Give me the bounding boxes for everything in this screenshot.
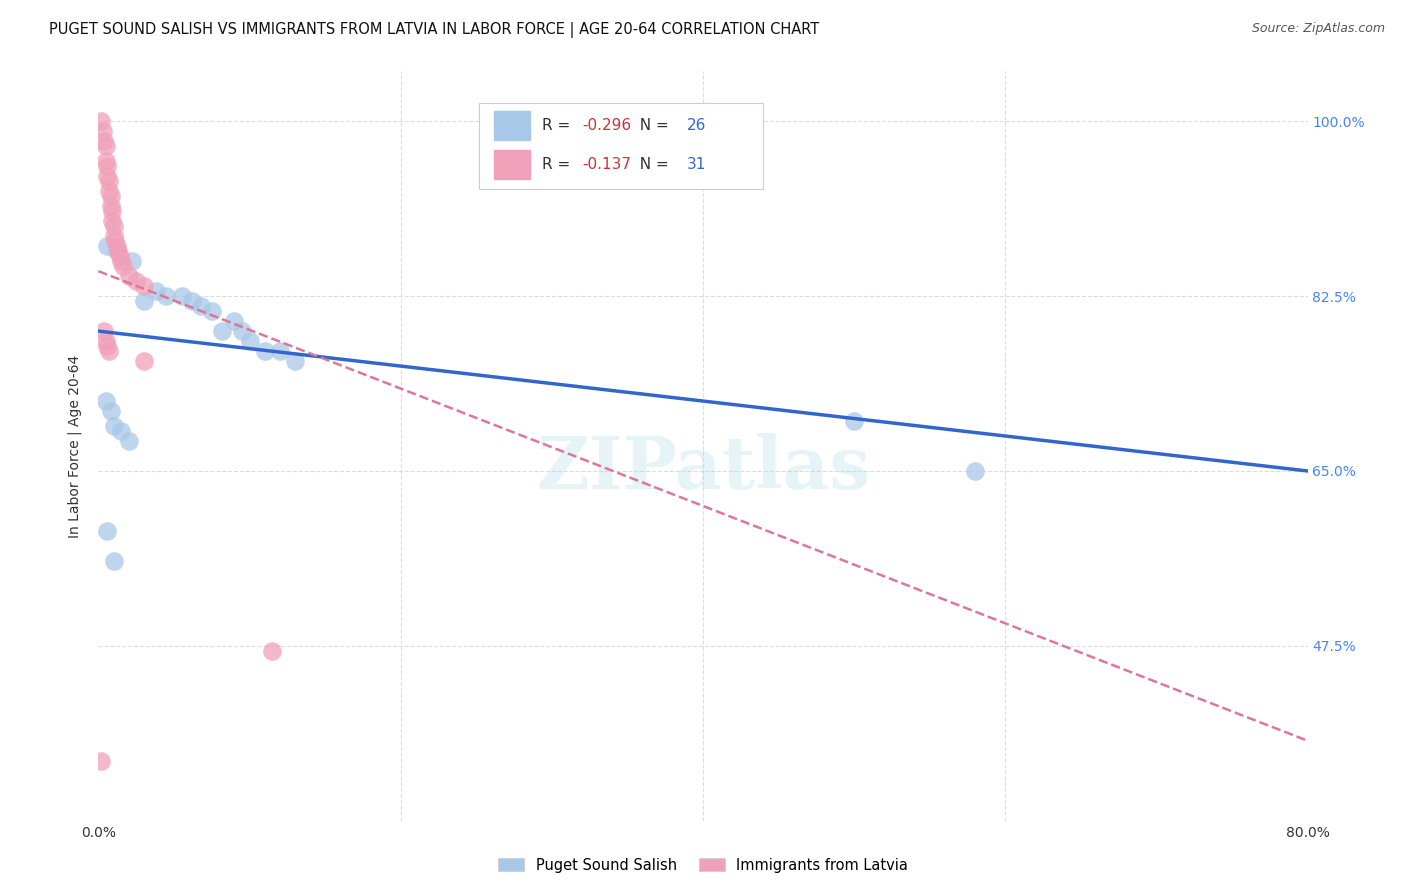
Point — [110, 254, 132, 268]
Point — [91, 124, 114, 138]
Point — [96, 169, 118, 184]
Point — [100, 199, 122, 213]
Point — [98, 184, 121, 198]
Point — [96, 524, 118, 538]
Point — [104, 234, 127, 248]
Text: 26: 26 — [688, 118, 707, 133]
Point — [190, 299, 212, 313]
Point — [262, 644, 284, 658]
Point — [93, 324, 115, 338]
Text: N =: N = — [630, 118, 673, 133]
Point — [224, 314, 246, 328]
Point — [170, 289, 193, 303]
Point — [125, 274, 148, 288]
Point — [118, 434, 141, 448]
Point — [90, 114, 112, 128]
Text: R =: R = — [543, 157, 575, 172]
Point — [90, 754, 112, 768]
Point — [94, 334, 117, 348]
Point — [103, 219, 125, 234]
Point — [103, 229, 125, 244]
Point — [103, 419, 125, 434]
Point — [100, 404, 122, 418]
Point — [284, 354, 307, 368]
Point — [101, 214, 124, 228]
Point — [121, 254, 143, 268]
Point — [132, 294, 155, 309]
Point — [96, 159, 118, 173]
Text: 31: 31 — [688, 157, 707, 172]
Point — [253, 344, 276, 359]
Point — [94, 139, 117, 153]
Point — [105, 239, 128, 253]
Point — [101, 204, 124, 219]
Point — [98, 174, 121, 188]
Point — [132, 354, 155, 368]
Point — [844, 414, 866, 428]
Point — [94, 394, 117, 409]
Y-axis label: In Labor Force | Age 20-64: In Labor Force | Age 20-64 — [67, 354, 83, 538]
FancyBboxPatch shape — [479, 103, 763, 189]
Point — [103, 554, 125, 568]
Point — [98, 344, 121, 359]
Point — [94, 154, 117, 169]
Point — [110, 424, 132, 438]
Point — [132, 279, 155, 293]
Text: N =: N = — [630, 157, 673, 172]
Point — [965, 464, 987, 478]
Text: R =: R = — [543, 118, 575, 133]
Point — [105, 244, 128, 259]
Point — [145, 284, 167, 298]
Point — [211, 324, 233, 338]
Point — [181, 294, 204, 309]
Text: ZIPatlas: ZIPatlas — [536, 433, 870, 504]
Point — [96, 339, 118, 353]
Point — [107, 244, 129, 259]
Text: PUGET SOUND SALISH VS IMMIGRANTS FROM LATVIA IN LABOR FORCE | AGE 20-64 CORRELAT: PUGET SOUND SALISH VS IMMIGRANTS FROM LA… — [49, 22, 820, 38]
Text: -0.137: -0.137 — [582, 157, 631, 172]
Point — [231, 324, 253, 338]
Point — [239, 334, 262, 348]
Point — [93, 134, 115, 148]
FancyBboxPatch shape — [494, 150, 530, 178]
Point — [100, 189, 122, 203]
Point — [118, 269, 141, 284]
Text: -0.296: -0.296 — [582, 118, 631, 133]
Point — [269, 344, 291, 359]
Point — [96, 239, 118, 253]
Legend: Puget Sound Salish, Immigrants from Latvia: Puget Sound Salish, Immigrants from Latv… — [491, 851, 915, 880]
Text: Source: ZipAtlas.com: Source: ZipAtlas.com — [1251, 22, 1385, 36]
Point — [201, 304, 224, 318]
Point — [155, 289, 177, 303]
Point — [108, 249, 131, 263]
Point — [111, 259, 134, 273]
FancyBboxPatch shape — [494, 112, 530, 139]
